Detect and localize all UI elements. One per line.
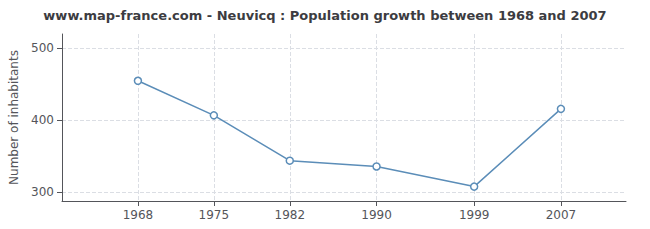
- svg-text:500: 500: [31, 41, 54, 55]
- svg-text:1999: 1999: [459, 208, 490, 222]
- svg-text:1975: 1975: [199, 208, 230, 222]
- svg-text:400: 400: [31, 113, 54, 127]
- svg-text:Number of inhabitants: Number of inhabitants: [7, 50, 21, 185]
- svg-text:www.map-france.com - Neuvicq :: www.map-france.com - Neuvicq : Populatio…: [43, 8, 606, 23]
- svg-text:1982: 1982: [274, 208, 305, 222]
- svg-text:300: 300: [31, 185, 54, 199]
- svg-text:2007: 2007: [546, 208, 577, 222]
- svg-text:1990: 1990: [361, 208, 392, 222]
- svg-text:1968: 1968: [123, 208, 154, 222]
